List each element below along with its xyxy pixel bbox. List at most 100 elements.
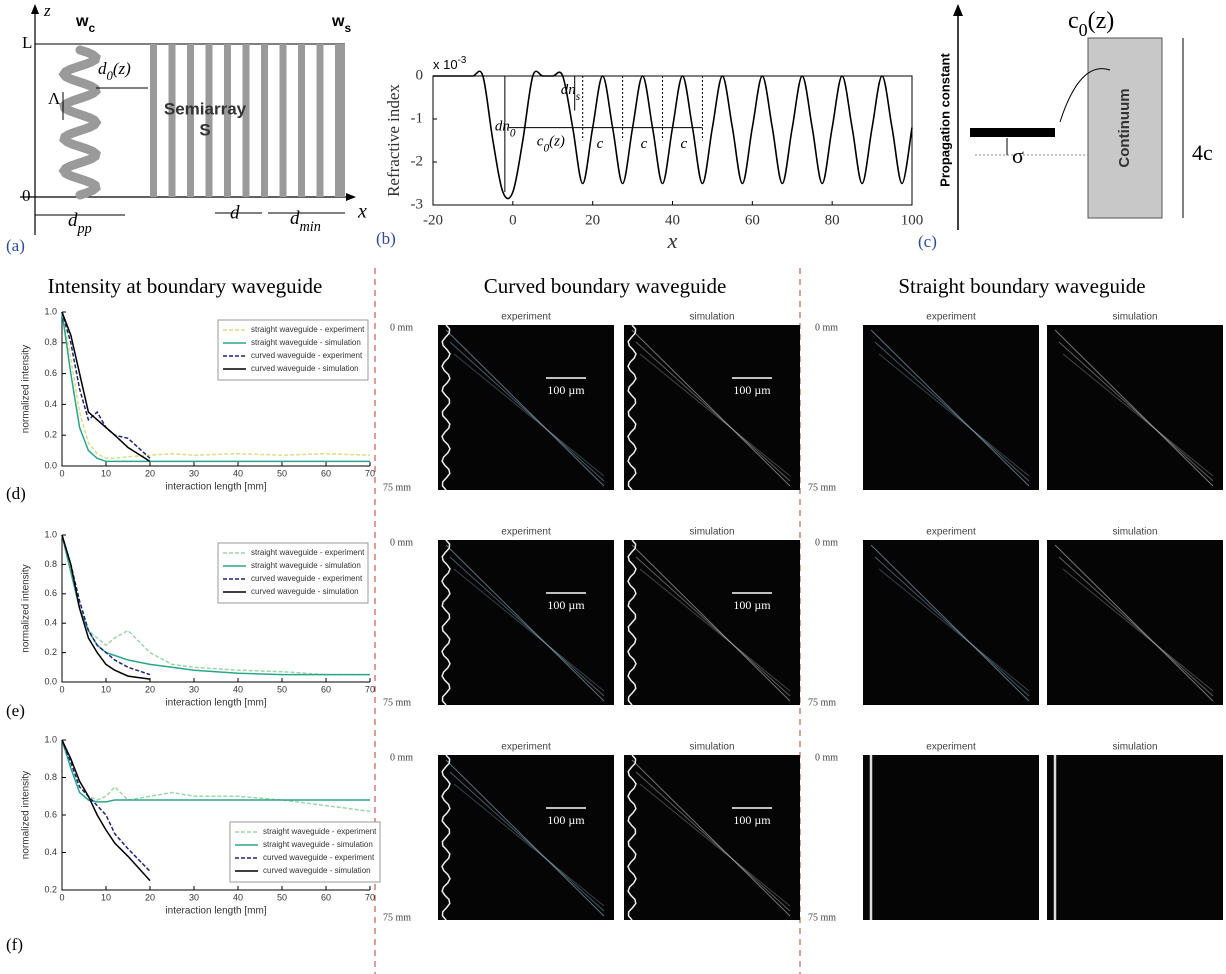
x-tick-label: 100 [901, 212, 924, 228]
streak [635, 771, 791, 912]
streak [453, 783, 605, 907]
series-line [61, 311, 151, 459]
x-tick-label: 70 [365, 684, 375, 694]
axes [61, 740, 370, 891]
label: d0(z) [98, 59, 131, 83]
scale-label: 100 µm [733, 598, 771, 612]
scale-label: 100 µm [733, 813, 771, 827]
legend-label: straight waveguide - experiment [251, 325, 365, 334]
x-tick-label: 30 [189, 684, 199, 694]
x-tick-label: 20 [145, 684, 155, 694]
scale-note: x 10-3 [433, 55, 466, 72]
streak [1054, 329, 1214, 487]
y-axis-label: Refractive index [384, 84, 403, 197]
label-part: (z) [1088, 8, 1115, 34]
x-tick-label: 30 [189, 892, 199, 902]
time-label: 0 mm [815, 537, 838, 548]
streak [631, 329, 791, 487]
series-line [61, 534, 370, 676]
column-title: Straight boundary waveguide [898, 274, 1145, 298]
y-tick-label: -1 [411, 110, 424, 126]
image-label: experiment [501, 527, 551, 538]
annotation: c0(z) [537, 134, 565, 154]
label: x [357, 201, 367, 223]
label: 0 [22, 186, 31, 205]
x-axis-label: interaction length [mm] [165, 698, 266, 709]
y-tick-label: 0.2 [44, 430, 57, 440]
x-tick-label: 10 [101, 684, 111, 694]
label-part: min [300, 219, 321, 235]
label-part: 0 [510, 127, 516, 139]
image [624, 540, 800, 705]
streak [874, 341, 1030, 482]
time-label: 0 mm [390, 322, 413, 333]
streak [445, 544, 605, 702]
x-tick-label: 10 [101, 468, 111, 478]
streak [627, 539, 637, 706]
level [970, 128, 1055, 137]
x-tick-label: 0 [59, 684, 64, 694]
x-tick-label: 20 [145, 468, 155, 478]
curved-waveguide [58, 45, 102, 200]
streak [878, 353, 1030, 477]
time-label: 0 mm [390, 752, 413, 763]
label-part: s [344, 21, 351, 35]
y-tick-label: 0.2 [44, 647, 57, 657]
label: S [199, 120, 210, 139]
image [438, 325, 614, 490]
y-tick-label: 0.4 [44, 618, 57, 628]
x-tick-label: 60 [321, 684, 331, 694]
waveguide [279, 44, 287, 197]
y-tick-label: 0.2 [44, 884, 57, 894]
label-part: -3 [458, 55, 467, 66]
x-tick-label: 50 [277, 684, 287, 694]
legend-label: curved waveguide - experiment [251, 574, 363, 583]
y-tick-label: 0.4 [44, 847, 57, 857]
x-tick-label: 10 [101, 892, 111, 902]
x-tick-label: 40 [233, 892, 243, 902]
streak [635, 556, 791, 697]
streak [1054, 544, 1214, 702]
image-label: experiment [926, 312, 976, 323]
waveguide [298, 44, 305, 197]
streak [639, 568, 791, 692]
streak [453, 353, 605, 477]
waveguide [168, 44, 176, 197]
time-label: 75 mm [808, 912, 836, 923]
image [438, 540, 614, 705]
image-label: experiment [501, 312, 551, 323]
scale-label: 100 µm [547, 598, 585, 612]
x-tick-label: 60 [321, 468, 331, 478]
streak [639, 783, 791, 907]
label-part: dn [495, 119, 510, 135]
y-axis-label: normalized intensity [21, 564, 32, 652]
image-label: simulation [689, 527, 734, 538]
label: z [43, 1, 51, 20]
streak [449, 341, 605, 482]
streak [635, 341, 791, 482]
label-part: c [88, 21, 95, 35]
y-tick-label: 0.6 [44, 809, 57, 819]
streak [1062, 568, 1214, 692]
x-axis-label: interaction length [mm] [165, 906, 266, 917]
label-part: c [1068, 8, 1079, 34]
y-tick-label: 1.0 [44, 529, 57, 539]
image [863, 540, 1039, 705]
x-tick-label: 30 [189, 468, 199, 478]
waveguide [338, 44, 345, 197]
label: ws [331, 13, 351, 35]
y-tick-label: 0.8 [44, 559, 57, 569]
legend-label: curved waveguide - simulation [251, 587, 359, 596]
label-part: (z) [549, 134, 565, 150]
series-line [61, 739, 151, 882]
annotation: dn0 [495, 119, 516, 139]
y-tick-label: 0.6 [44, 368, 57, 378]
y-tick-label: 1.0 [44, 306, 57, 316]
label-part: 0 [543, 142, 549, 154]
legend-label: straight waveguide - simulation [251, 561, 361, 570]
time-label: 0 mm [815, 752, 838, 763]
label-part: (z) [113, 59, 131, 78]
streak [1062, 353, 1214, 477]
label: Λ [48, 89, 61, 108]
label-part: w [331, 13, 345, 30]
